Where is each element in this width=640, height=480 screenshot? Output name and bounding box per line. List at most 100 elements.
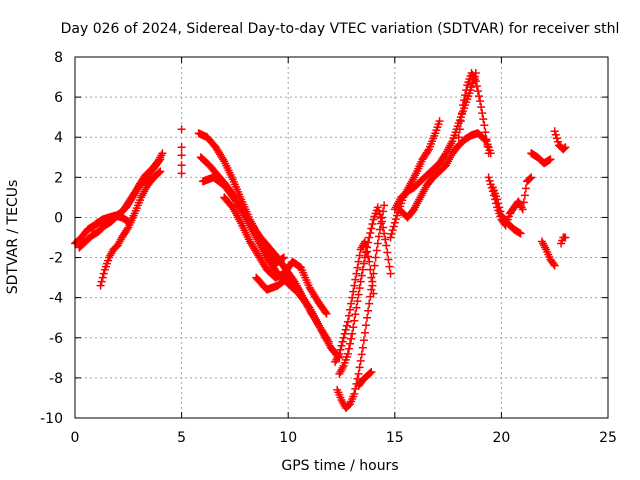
series-arc-f xyxy=(194,129,288,268)
data-points xyxy=(71,69,570,412)
data-point xyxy=(98,273,107,282)
data-point xyxy=(355,363,364,372)
data-point xyxy=(356,356,365,365)
data-point xyxy=(346,339,355,348)
data-point xyxy=(352,269,361,278)
series-arc-m xyxy=(331,237,378,366)
data-point xyxy=(367,285,376,294)
data-point xyxy=(359,336,368,345)
data-point xyxy=(475,92,484,101)
data-point xyxy=(354,257,363,266)
data-point xyxy=(454,133,463,142)
data-point xyxy=(378,217,387,226)
data-point xyxy=(367,367,376,376)
data-point xyxy=(485,176,494,185)
series-arc-u xyxy=(505,173,536,218)
data-point xyxy=(354,369,363,378)
data-point xyxy=(560,144,569,153)
data-point xyxy=(373,203,382,212)
data-point xyxy=(358,343,367,352)
data-point xyxy=(97,277,106,286)
data-point xyxy=(354,290,363,299)
data-point xyxy=(365,257,374,266)
series-arc-x xyxy=(550,127,570,154)
data-point xyxy=(380,201,389,210)
data-point xyxy=(481,136,490,145)
grid-lines xyxy=(75,57,608,418)
x-tick-label: 10 xyxy=(279,430,297,446)
data-point xyxy=(373,239,382,248)
x-tick-label: 5 xyxy=(177,430,186,446)
data-point xyxy=(336,345,345,354)
data-point xyxy=(462,86,471,95)
data-point xyxy=(467,83,476,92)
data-point xyxy=(341,325,350,334)
data-point xyxy=(344,344,353,353)
data-point xyxy=(476,97,485,106)
data-point xyxy=(123,225,132,234)
data-point xyxy=(346,305,355,314)
y-tick-label: -4 xyxy=(49,291,63,307)
data-point xyxy=(561,143,570,152)
data-point xyxy=(391,215,400,224)
data-point xyxy=(382,241,391,250)
data-point xyxy=(367,273,376,282)
series-arc-y xyxy=(557,233,570,248)
x-tick-label: 20 xyxy=(492,430,510,446)
data-point xyxy=(344,311,353,320)
y-tick-label: -10 xyxy=(40,411,63,427)
data-point xyxy=(561,233,570,242)
data-point xyxy=(457,109,466,118)
series-arc-c xyxy=(96,167,165,290)
y-tick-label: -6 xyxy=(49,331,63,347)
data-point xyxy=(323,336,332,345)
y-tick-label: -8 xyxy=(49,371,63,387)
data-point xyxy=(553,137,562,146)
data-point xyxy=(479,115,488,124)
series-arc-q xyxy=(397,129,495,222)
data-point xyxy=(363,313,372,322)
data-point xyxy=(526,174,535,183)
y-tick-label: 6 xyxy=(54,90,63,106)
data-point xyxy=(351,310,360,319)
series-arc-j xyxy=(252,273,333,346)
data-point xyxy=(389,222,398,231)
series-arc-e xyxy=(177,125,186,178)
data-point xyxy=(342,321,351,330)
data-point xyxy=(360,328,369,337)
data-point xyxy=(349,323,358,332)
data-point xyxy=(353,263,362,272)
x-axis-ticks: 0 5 10 15 20 25 xyxy=(71,57,617,446)
data-point xyxy=(384,255,393,264)
data-point xyxy=(521,184,530,193)
y-axis-label: SDTVAR / TECUs xyxy=(5,180,21,295)
data-point xyxy=(482,135,491,144)
data-point xyxy=(335,349,344,358)
data-point xyxy=(381,235,390,244)
data-point xyxy=(366,265,375,274)
data-point xyxy=(385,262,394,271)
data-point xyxy=(177,125,186,134)
data-point xyxy=(155,168,164,177)
data-point xyxy=(158,149,167,158)
data-point xyxy=(455,125,464,134)
data-point xyxy=(366,228,375,237)
data-point xyxy=(337,341,346,350)
data-point xyxy=(380,229,389,238)
data-point xyxy=(423,146,432,155)
data-point xyxy=(386,269,395,278)
data-point xyxy=(552,134,561,143)
series-arc-a xyxy=(71,149,167,248)
data-point xyxy=(371,253,380,262)
y-tick-label: -2 xyxy=(49,251,63,267)
data-point xyxy=(348,293,357,302)
data-point xyxy=(472,82,481,91)
data-point xyxy=(374,232,383,241)
data-point xyxy=(477,103,486,112)
data-point xyxy=(376,213,385,222)
series-arc-i xyxy=(220,193,331,318)
data-point xyxy=(99,269,108,278)
data-point xyxy=(369,289,378,298)
y-axis-ticks: -10 -8 -6 -4 -2 0 2 4 6 8 xyxy=(40,50,608,427)
y-tick-label: 0 xyxy=(54,210,63,226)
